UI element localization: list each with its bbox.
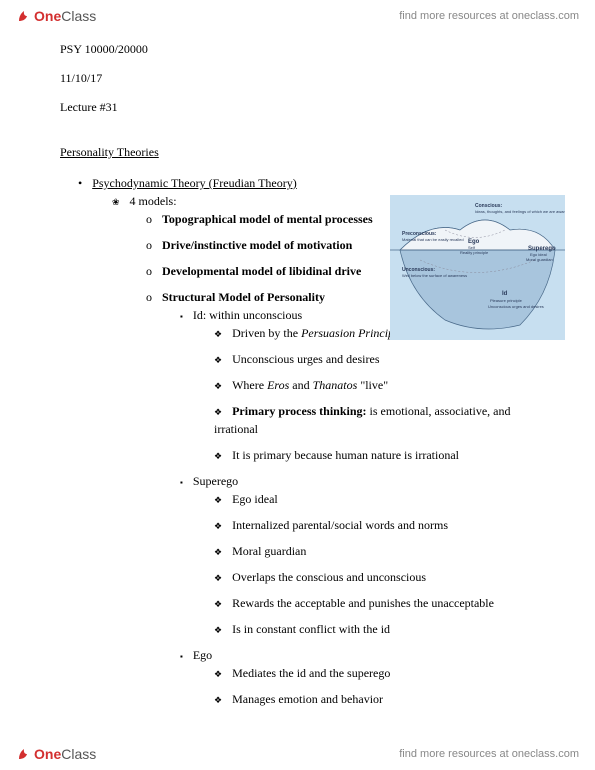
logo-text: OneClass — [34, 8, 96, 24]
list-item: Primary process thinking: is emotional, … — [214, 402, 535, 438]
footer-link[interactable]: find more resources at oneclass.com — [399, 748, 579, 760]
list-item: Moral guardian — [214, 542, 535, 560]
svg-text:Id: Id — [502, 291, 508, 297]
footer-logo-text: OneClass — [34, 746, 96, 762]
list-item: Ego Mediates the id and the superego Man… — [180, 646, 535, 708]
svg-text:Ideas, thoughts, and feelings: Ideas, thoughts, and feelings of which w… — [475, 209, 565, 214]
list-item: Ego ideal — [214, 490, 535, 508]
lecture-number: Lecture #31 — [60, 100, 535, 115]
list-item: Internalized parental/social words and n… — [214, 516, 535, 534]
list-item: Superego Ego ideal Internalized parental… — [180, 472, 535, 638]
list-item: Is in constant conflict with the id — [214, 620, 535, 638]
list-item: Where Eros and Thanatos "live" — [214, 376, 535, 394]
logo: OneClass — [16, 8, 96, 24]
logo-icon — [16, 8, 32, 24]
svg-text:Well below the surface of awar: Well below the surface of awareness — [402, 273, 467, 278]
header-link[interactable]: find more resources at oneclass.com — [399, 10, 579, 22]
svg-text:Moral guardian: Moral guardian — [526, 257, 553, 262]
svg-text:Material that can be easily re: Material that can be easily recalled — [402, 237, 464, 242]
iceberg-diagram: Conscious: Ideas, thoughts, and feelings… — [390, 195, 565, 340]
svg-text:Reality principle: Reality principle — [460, 250, 489, 255]
logo-icon — [16, 746, 32, 762]
list-item: Structural Model of Personality Id: with… — [146, 288, 535, 708]
document-content: PSY 10000/20000 11/10/17 Lecture #31 Per… — [0, 32, 595, 756]
footer-logo: OneClass — [16, 746, 96, 762]
page-footer: OneClass find more resources at oneclass… — [0, 738, 595, 770]
svg-text:Pleasure principle: Pleasure principle — [490, 298, 523, 303]
svg-text:Unconscious urges and desires: Unconscious urges and desires — [488, 304, 544, 309]
list-item: Unconscious urges and desires — [214, 350, 535, 368]
section-title: Personality Theories — [60, 145, 535, 160]
list-item: Rewards the acceptable and punishes the … — [214, 594, 535, 612]
list-item: Manages emotion and behavior — [214, 690, 535, 708]
course-code: PSY 10000/20000 — [60, 42, 535, 57]
page-header: OneClass find more resources at oneclass… — [0, 0, 595, 32]
lecture-date: 11/10/17 — [60, 71, 535, 86]
list-item: Mediates the id and the superego — [214, 664, 535, 682]
list-item: Overlaps the conscious and unconscious — [214, 568, 535, 586]
list-item: It is primary because human nature is ir… — [214, 446, 535, 464]
